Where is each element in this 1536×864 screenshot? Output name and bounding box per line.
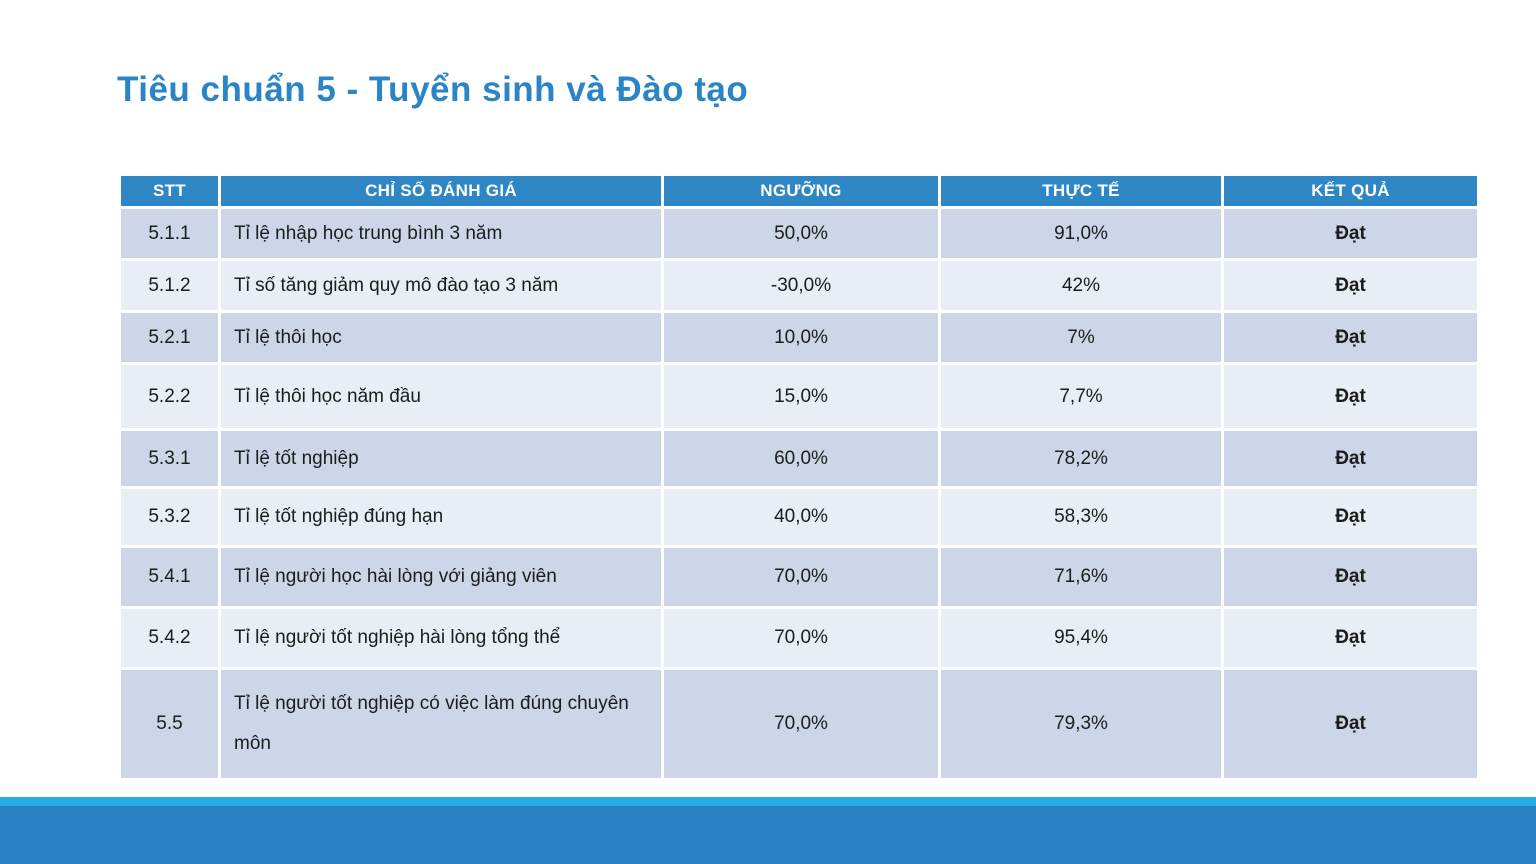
cell-stt: 5.3.1 — [118, 428, 221, 489]
cell-actual: 58,3% — [938, 486, 1224, 548]
cell-threshold: 40,0% — [661, 486, 941, 548]
cell-indicator: Tỉ lệ thôi học năm đầu — [218, 362, 664, 431]
cell-threshold: 70,0% — [661, 545, 941, 609]
cell-result: Đạt — [1221, 310, 1480, 365]
header-indicator: CHỈ SỐ ĐÁNH GIÁ — [218, 173, 664, 209]
cell-threshold: 60,0% — [661, 428, 941, 489]
cell-stt: 5.4.2 — [118, 606, 221, 670]
cell-stt: 5.3.2 — [118, 486, 221, 548]
cell-indicator: Tỉ lệ người tốt nghiệp hài lòng tổng thể — [218, 606, 664, 670]
cell-result: Đạt — [1221, 545, 1480, 609]
cell-actual: 78,2% — [938, 428, 1224, 489]
table-row: 5.2.1 Tỉ lệ thôi học 10,0% 7% Đạt — [118, 310, 1480, 365]
evaluation-criteria-table: STT CHỈ SỐ ĐÁNH GIÁ NGƯỠNG THỰC TẾ KẾT Q… — [118, 173, 1480, 781]
cell-actual: 95,4% — [938, 606, 1224, 670]
cell-actual: 7% — [938, 310, 1224, 365]
cell-threshold: 15,0% — [661, 362, 941, 431]
cell-threshold: 70,0% — [661, 667, 941, 781]
footer-bar — [0, 806, 1536, 864]
cell-stt: 5.2.1 — [118, 310, 221, 365]
cell-result: Đạt — [1221, 667, 1480, 781]
cell-indicator: Tỉ số tăng giảm quy mô đào tạo 3 năm — [218, 258, 664, 313]
cell-actual: 7,7% — [938, 362, 1224, 431]
cell-result: Đạt — [1221, 258, 1480, 313]
header-threshold: NGƯỠNG — [661, 173, 941, 209]
table-row: 5.4.2 Tỉ lệ người tốt nghiệp hài lòng tổ… — [118, 606, 1480, 670]
cell-stt: 5.1.1 — [118, 206, 221, 261]
table-row: 5.3.2 Tỉ lệ tốt nghiệp đúng hạn 40,0% 58… — [118, 486, 1480, 548]
table-row: 5.2.2 Tỉ lệ thôi học năm đầu 15,0% 7,7% … — [118, 362, 1480, 431]
table-row: 5.4.1 Tỉ lệ người học hài lòng với giảng… — [118, 545, 1480, 609]
cell-threshold: -30,0% — [661, 258, 941, 313]
cell-actual: 42% — [938, 258, 1224, 313]
cell-threshold: 50,0% — [661, 206, 941, 261]
footer-accent-stripe — [0, 797, 1536, 806]
header-stt: STT — [118, 173, 221, 209]
table-row: 5.5 Tỉ lệ người tốt nghiệp có việc làm đ… — [118, 667, 1480, 781]
slide-title: Tiêu chuẩn 5 - Tuyển sinh và Đào tạo — [117, 70, 749, 109]
table-row: 5.1.2 Tỉ số tăng giảm quy mô đào tạo 3 n… — [118, 258, 1480, 313]
header-result: KẾT QUẢ — [1221, 173, 1480, 209]
table-header-row: STT CHỈ SỐ ĐÁNH GIÁ NGƯỠNG THỰC TẾ KẾT Q… — [118, 173, 1480, 209]
cell-stt: 5.1.2 — [118, 258, 221, 313]
table-row: 5.1.1 Tỉ lệ nhập học trung bình 3 năm 50… — [118, 206, 1480, 261]
cell-result: Đạt — [1221, 206, 1480, 261]
cell-result: Đạt — [1221, 428, 1480, 489]
cell-actual: 79,3% — [938, 667, 1224, 781]
cell-indicator: Tỉ lệ nhập học trung bình 3 năm — [218, 206, 664, 261]
cell-indicator: Tỉ lệ người học hài lòng với giảng viên — [218, 545, 664, 609]
table-row: 5.3.1 Tỉ lệ tốt nghiệp 60,0% 78,2% Đạt — [118, 428, 1480, 489]
cell-threshold: 70,0% — [661, 606, 941, 670]
cell-indicator: Tỉ lệ tốt nghiệp đúng hạn — [218, 486, 664, 548]
cell-indicator: Tỉ lệ tốt nghiệp — [218, 428, 664, 489]
cell-indicator: Tỉ lệ thôi học — [218, 310, 664, 365]
cell-result: Đạt — [1221, 606, 1480, 670]
cell-actual: 71,6% — [938, 545, 1224, 609]
cell-stt: 5.5 — [118, 667, 221, 781]
cell-result: Đạt — [1221, 362, 1480, 431]
cell-threshold: 10,0% — [661, 310, 941, 365]
header-actual: THỰC TẾ — [938, 173, 1224, 209]
cell-indicator: Tỉ lệ người tốt nghiệp có việc làm đúng … — [218, 667, 664, 781]
cell-stt: 5.2.2 — [118, 362, 221, 431]
cell-actual: 91,0% — [938, 206, 1224, 261]
cell-stt: 5.4.1 — [118, 545, 221, 609]
cell-result: Đạt — [1221, 486, 1480, 548]
